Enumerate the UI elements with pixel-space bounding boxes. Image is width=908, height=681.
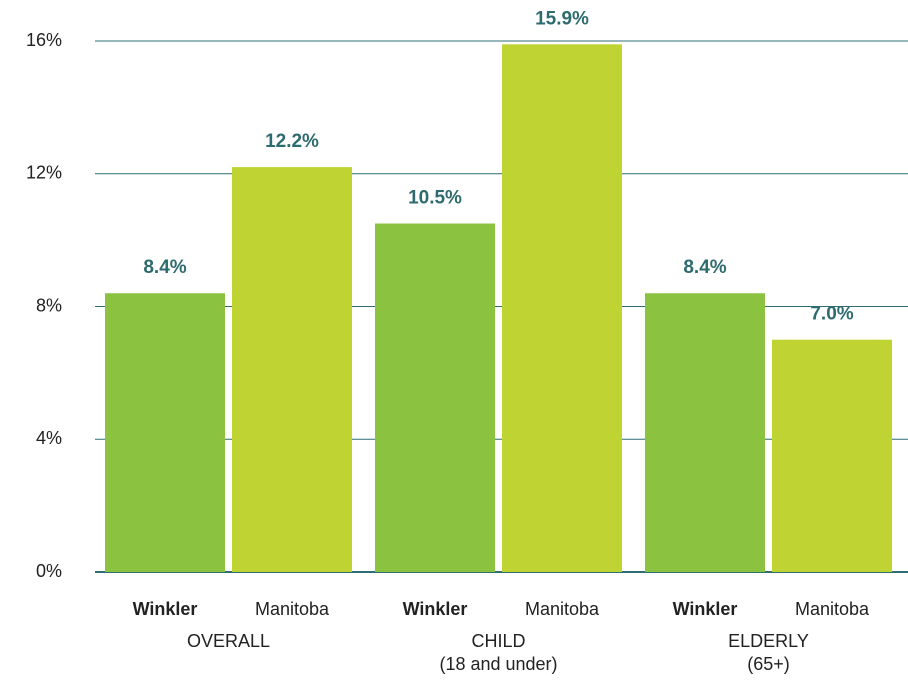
y-tick-label: 4% [36, 428, 62, 448]
bar [232, 167, 352, 573]
bar [375, 223, 495, 572]
x-tick-sublabel: (18 and under) [439, 654, 557, 674]
bar [502, 44, 622, 573]
legend-label: Winkler [403, 599, 468, 619]
value-label: 10.5% [408, 188, 462, 209]
y-tick-label: 8% [36, 295, 62, 315]
x-tick-label: OVERALL [187, 631, 270, 651]
value-label: 8.4% [683, 257, 726, 278]
value-label: 8.4% [143, 257, 186, 278]
bar [772, 339, 892, 572]
x-tick-label: CHILD [471, 631, 525, 651]
bar [645, 293, 765, 572]
legend-label: Manitoba [255, 599, 330, 619]
legend-label: Manitoba [525, 599, 600, 619]
value-label: 15.9% [535, 8, 589, 29]
value-label: 12.2% [265, 131, 319, 152]
bar [105, 293, 225, 572]
y-tick-label: 16% [26, 30, 62, 50]
x-tick-label: ELDERLY [728, 631, 809, 651]
legend-label: Manitoba [795, 599, 870, 619]
y-tick-label: 12% [26, 163, 62, 183]
x-tick-sublabel: (65+) [747, 654, 790, 674]
legend-label: Winkler [673, 599, 738, 619]
y-tick-label: 0% [36, 561, 62, 581]
value-label: 7.0% [810, 304, 853, 325]
legend-label: Winkler [133, 599, 198, 619]
